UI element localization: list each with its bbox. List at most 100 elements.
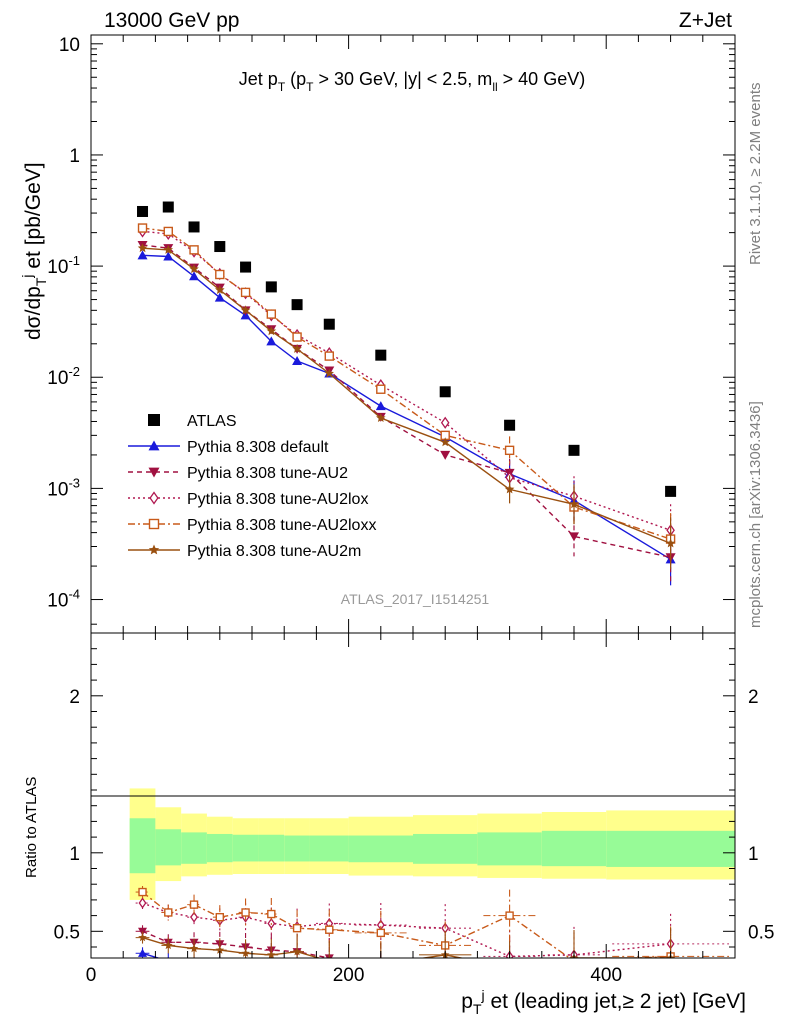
legend-label: Pythia 8.308 default xyxy=(187,439,329,456)
data-marker xyxy=(189,271,200,281)
data-marker xyxy=(240,287,251,298)
data-marker xyxy=(163,226,173,237)
data-marker xyxy=(215,912,225,922)
data-marker xyxy=(666,977,675,985)
data-marker xyxy=(189,944,199,953)
data-marker xyxy=(137,250,148,260)
ratio-band-inner xyxy=(206,833,233,863)
data-marker xyxy=(190,960,199,968)
data-marker xyxy=(267,909,276,919)
data-marker xyxy=(504,445,515,456)
data-marker xyxy=(292,356,303,366)
data-marker xyxy=(214,241,226,253)
data-marker xyxy=(376,928,385,938)
data-marker xyxy=(190,911,198,923)
ratio-band-inner xyxy=(413,833,478,864)
series-5 xyxy=(137,243,676,570)
data-marker xyxy=(137,243,148,253)
header-left: 13000 GeV pp xyxy=(104,9,239,32)
y-tick-label: 10-1 xyxy=(47,253,80,278)
mcplots-label: mcplots.cern.ch [arXiv:1306.3436] xyxy=(747,401,764,628)
data-marker xyxy=(377,960,386,968)
ratio-band-inner xyxy=(477,832,542,866)
data-marker xyxy=(504,419,516,431)
rivet-label: Rivet 3.1.10, ≥ 2.2M events xyxy=(747,83,764,266)
data-marker xyxy=(569,956,579,958)
data-marker xyxy=(441,964,450,972)
ratio-band-inner xyxy=(129,818,156,874)
data-marker xyxy=(149,491,159,505)
analysis-id: ATLAS_2017_I1514251 xyxy=(341,591,490,607)
data-marker xyxy=(291,299,303,311)
data-marker xyxy=(215,945,225,954)
x-axis-label: pTj et (leading jet,≥ 2 jet) [GeV] xyxy=(461,987,746,1017)
data-marker xyxy=(266,309,277,319)
data-marker xyxy=(325,925,334,934)
data-marker xyxy=(292,343,302,353)
data-marker xyxy=(189,900,199,909)
data-marker xyxy=(266,326,277,336)
data-marker xyxy=(148,440,160,451)
data-marker xyxy=(215,285,225,294)
main-y-ticks: 10-4 10-3 10-2 10-1 1 10 xyxy=(47,35,735,634)
data-marker xyxy=(163,244,173,254)
y-tick-label: 10-4 xyxy=(47,587,80,612)
y-tick-label: 1 xyxy=(69,146,80,167)
data-marker xyxy=(265,281,277,293)
data-marker xyxy=(148,467,160,478)
data-marker xyxy=(214,292,225,302)
ratio-series-4 xyxy=(135,886,729,958)
ratio-band-inner xyxy=(155,829,182,866)
main-series-group xyxy=(137,201,677,586)
ratio-tick-label: 1 xyxy=(69,844,80,865)
legend-label: Pythia 8.308 tune-AU2 xyxy=(187,465,348,482)
data-marker xyxy=(569,499,579,509)
data-marker xyxy=(323,318,335,330)
y-tick-label: 10-3 xyxy=(47,475,80,500)
legend-label: Pythia 8.308 tune-AU2lox xyxy=(187,491,368,508)
legend-label: ATLAS xyxy=(187,413,237,430)
data-marker xyxy=(666,967,675,975)
ratio-tick-label-right: 0.5 xyxy=(748,922,774,943)
data-marker xyxy=(324,351,334,361)
y-axis-label: dσ/dpTj et [pb/GeV] xyxy=(19,162,49,340)
legend-label: Pythia 8.308 tune-AU2loxx xyxy=(187,517,376,534)
data-marker xyxy=(293,968,302,976)
series-0 xyxy=(137,201,677,497)
data-marker xyxy=(376,971,385,979)
data-marker xyxy=(188,221,200,233)
data-marker xyxy=(376,413,386,422)
data-marker xyxy=(164,908,173,917)
ratio-tick-label: 0.5 xyxy=(54,922,80,943)
data-marker xyxy=(570,980,579,988)
data-marker xyxy=(241,964,250,972)
y-tick-label: 10-2 xyxy=(47,364,80,389)
data-marker xyxy=(439,386,451,398)
data-marker xyxy=(441,972,450,980)
data-marker xyxy=(138,933,147,942)
ratio-band-inner xyxy=(541,830,607,867)
data-marker xyxy=(505,963,514,971)
data-marker xyxy=(440,416,450,429)
data-marker xyxy=(164,940,173,950)
data-marker xyxy=(138,948,148,957)
data-marker xyxy=(240,305,251,315)
ratio-band-inner xyxy=(309,835,349,862)
x-tick-label: 200 xyxy=(333,965,365,986)
ratio-band-inner xyxy=(284,835,310,862)
data-marker xyxy=(292,947,302,956)
data-marker xyxy=(267,950,276,958)
data-marker xyxy=(505,959,514,967)
data-marker xyxy=(266,336,277,346)
data-marker xyxy=(148,518,160,530)
data-marker xyxy=(163,251,174,261)
data-marker xyxy=(241,948,250,957)
ratio-y-axis-label: Ratio to ATLAS xyxy=(23,777,40,878)
x-tick-label: 0 xyxy=(86,965,97,986)
data-marker xyxy=(440,437,450,447)
ratio-series-5 xyxy=(135,928,729,971)
header-right: Z+Jet xyxy=(679,9,732,32)
data-marker xyxy=(138,887,147,897)
ratio-uncertainty-bands xyxy=(129,788,735,900)
data-marker xyxy=(189,245,199,255)
